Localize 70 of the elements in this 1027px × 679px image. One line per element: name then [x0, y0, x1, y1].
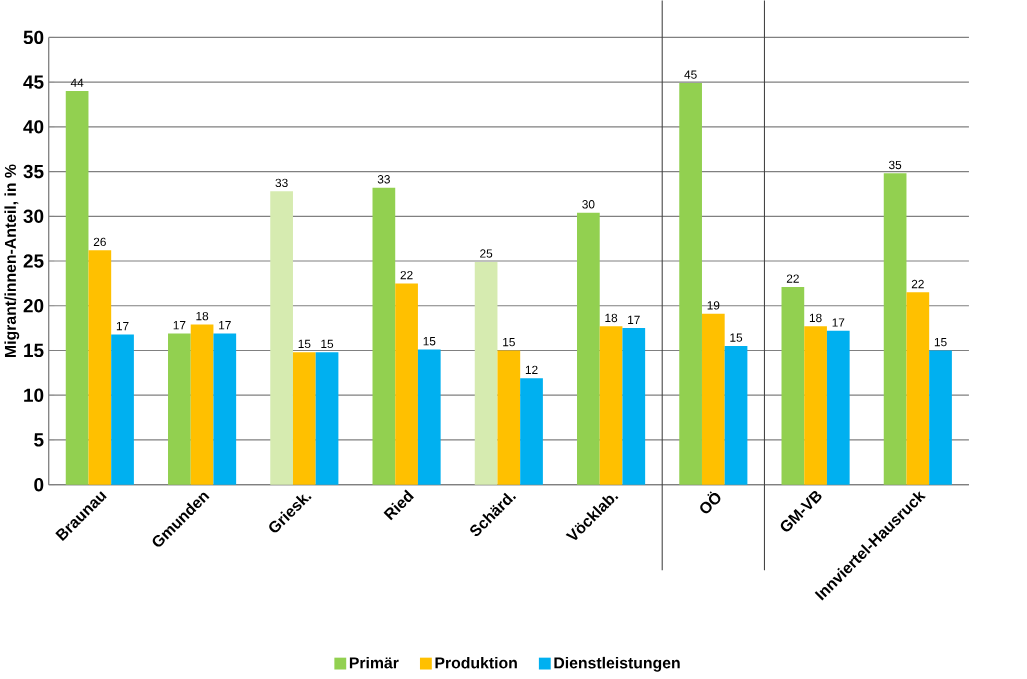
bar: [213, 333, 237, 485]
data-label: 30: [582, 200, 595, 209]
bar: [679, 82, 702, 485]
data-label: 17: [173, 321, 186, 330]
data-label: 33: [377, 174, 390, 184]
bar: [826, 330, 850, 485]
bar: [804, 326, 827, 485]
y-tick-label: 10: [24, 388, 44, 402]
data-label: 18: [809, 313, 822, 323]
data-label: 17: [628, 315, 640, 324]
bar: [270, 191, 293, 485]
y-tick-label: 15: [24, 343, 44, 358]
bar: [622, 328, 646, 485]
legend-label: Produktion: [435, 656, 517, 669]
bar: [497, 350, 521, 485]
data-label: 26: [93, 237, 106, 246]
data-label: 17: [219, 321, 231, 330]
legend-label: Dienstleistungen: [554, 656, 680, 672]
bar: [168, 333, 191, 485]
data-label: 15: [298, 339, 311, 348]
data-label: 19: [707, 301, 720, 310]
y-tick-label: 45: [23, 75, 44, 89]
data-label: 18: [196, 311, 209, 321]
bar: [883, 173, 907, 485]
data-label: 25: [480, 249, 493, 258]
y-tick-label: 40: [23, 120, 44, 134]
data-label: 22: [400, 270, 413, 280]
y-tick-label: 20: [23, 298, 44, 313]
data-label: 44: [70, 78, 84, 87]
data-label: 17: [832, 318, 845, 327]
bar: [88, 250, 112, 485]
data-label: 17: [116, 321, 129, 331]
bar: [315, 352, 339, 485]
x-tick-label: OÖ: [700, 491, 721, 514]
data-label: 35: [888, 160, 902, 170]
y-tick-label: 35: [23, 164, 44, 179]
data-label: 33: [275, 178, 288, 187]
data-label: 22: [911, 279, 924, 289]
y-tick-label: 30: [23, 209, 44, 223]
bar: [906, 292, 930, 485]
bar: [781, 286, 805, 485]
bar: [520, 378, 543, 485]
data-label: 15: [321, 339, 334, 348]
bar: [929, 350, 952, 485]
data-label: 15: [503, 337, 515, 347]
bar: [417, 349, 441, 485]
data-label: 15: [423, 337, 436, 346]
bar: [395, 283, 418, 485]
y-tick-label: 25: [23, 254, 44, 268]
data-label: 15: [934, 337, 947, 347]
bar: [701, 313, 725, 485]
y-axis-title: Migrant/innen-Anteil, in %: [4, 164, 20, 357]
y-tick-label: 5: [34, 433, 44, 447]
y-tick-label: 0: [34, 477, 44, 492]
bar: [65, 90, 89, 485]
data-label: 45: [684, 70, 697, 79]
bar: [372, 187, 396, 485]
bar: [474, 261, 498, 485]
data-label: 18: [605, 313, 618, 323]
bar: [724, 345, 748, 485]
bar: [599, 326, 623, 485]
bar: [111, 334, 134, 485]
data-label: 15: [730, 333, 743, 342]
bar: [190, 324, 214, 485]
bar: [292, 352, 316, 485]
legend-label: Primär: [349, 656, 399, 669]
bar: [577, 212, 600, 485]
data-label: 12: [525, 365, 538, 374]
y-tick-label: 50: [23, 30, 44, 45]
data-label: 22: [786, 274, 799, 283]
